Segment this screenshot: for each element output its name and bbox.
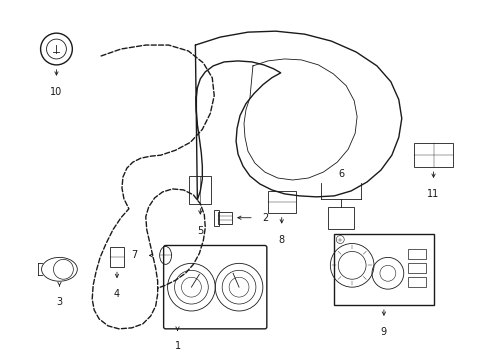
Text: 8: 8 (278, 235, 284, 244)
Text: 1: 1 (174, 341, 180, 351)
Text: 6: 6 (338, 169, 344, 179)
Text: 5: 5 (197, 226, 203, 236)
Text: 7: 7 (131, 251, 138, 260)
Text: 2: 2 (262, 213, 267, 223)
Text: 10: 10 (50, 87, 62, 97)
Text: 9: 9 (380, 327, 386, 337)
Text: 4: 4 (114, 289, 120, 299)
Text: 3: 3 (56, 297, 62, 307)
Text: 11: 11 (427, 189, 439, 199)
